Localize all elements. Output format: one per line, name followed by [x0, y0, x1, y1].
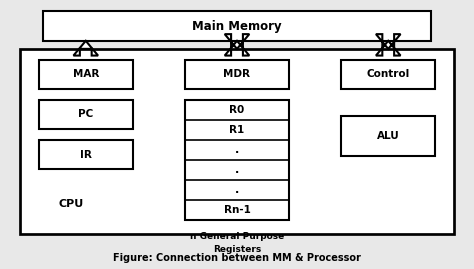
Text: .: .	[235, 145, 239, 155]
Text: n General Purpose: n General Purpose	[190, 232, 284, 241]
Polygon shape	[73, 41, 98, 56]
Bar	[19, 49, 455, 233]
Polygon shape	[376, 34, 401, 56]
Text: Registers: Registers	[213, 245, 261, 254]
Text: ALU: ALU	[377, 131, 400, 141]
Bar	[38, 100, 133, 129]
Polygon shape	[225, 34, 249, 56]
Text: .: .	[235, 185, 239, 195]
Text: PC: PC	[78, 109, 93, 119]
Text: Main Memory: Main Memory	[192, 20, 282, 33]
Bar	[185, 59, 289, 89]
Text: R0: R0	[229, 105, 245, 115]
Text: IR: IR	[80, 150, 91, 160]
Bar	[341, 59, 436, 89]
Bar	[43, 11, 431, 41]
Text: .: .	[235, 165, 239, 175]
Text: Figure: Connection between MM & Processor: Figure: Connection between MM & Processo…	[113, 253, 361, 263]
Bar	[185, 100, 289, 220]
Text: MAR: MAR	[73, 69, 99, 79]
Bar	[341, 116, 436, 156]
Text: CPU: CPU	[59, 199, 84, 209]
Bar	[38, 140, 133, 169]
Text: MDR: MDR	[224, 69, 250, 79]
Bar	[38, 59, 133, 89]
Text: R1: R1	[229, 125, 245, 135]
Text: Rn-1: Rn-1	[224, 205, 250, 215]
Text: Control: Control	[366, 69, 410, 79]
